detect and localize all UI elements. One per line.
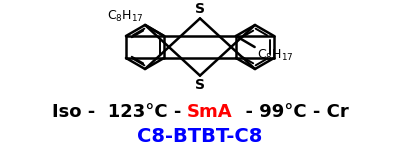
Text: $\mathsf{C_8H_{17}}$: $\mathsf{C_8H_{17}}$ (107, 9, 143, 24)
Text: - 99°C - Cr: - 99°C - Cr (233, 103, 348, 121)
Text: S: S (195, 78, 205, 92)
Text: SmA: SmA (187, 103, 233, 121)
Text: C8-BTBT-C8: C8-BTBT-C8 (137, 126, 263, 145)
Text: S: S (195, 2, 205, 16)
Text: Iso -  123°C -: Iso - 123°C - (52, 103, 187, 121)
Text: $\mathsf{C_8H_{17}}$: $\mathsf{C_8H_{17}}$ (257, 48, 293, 63)
